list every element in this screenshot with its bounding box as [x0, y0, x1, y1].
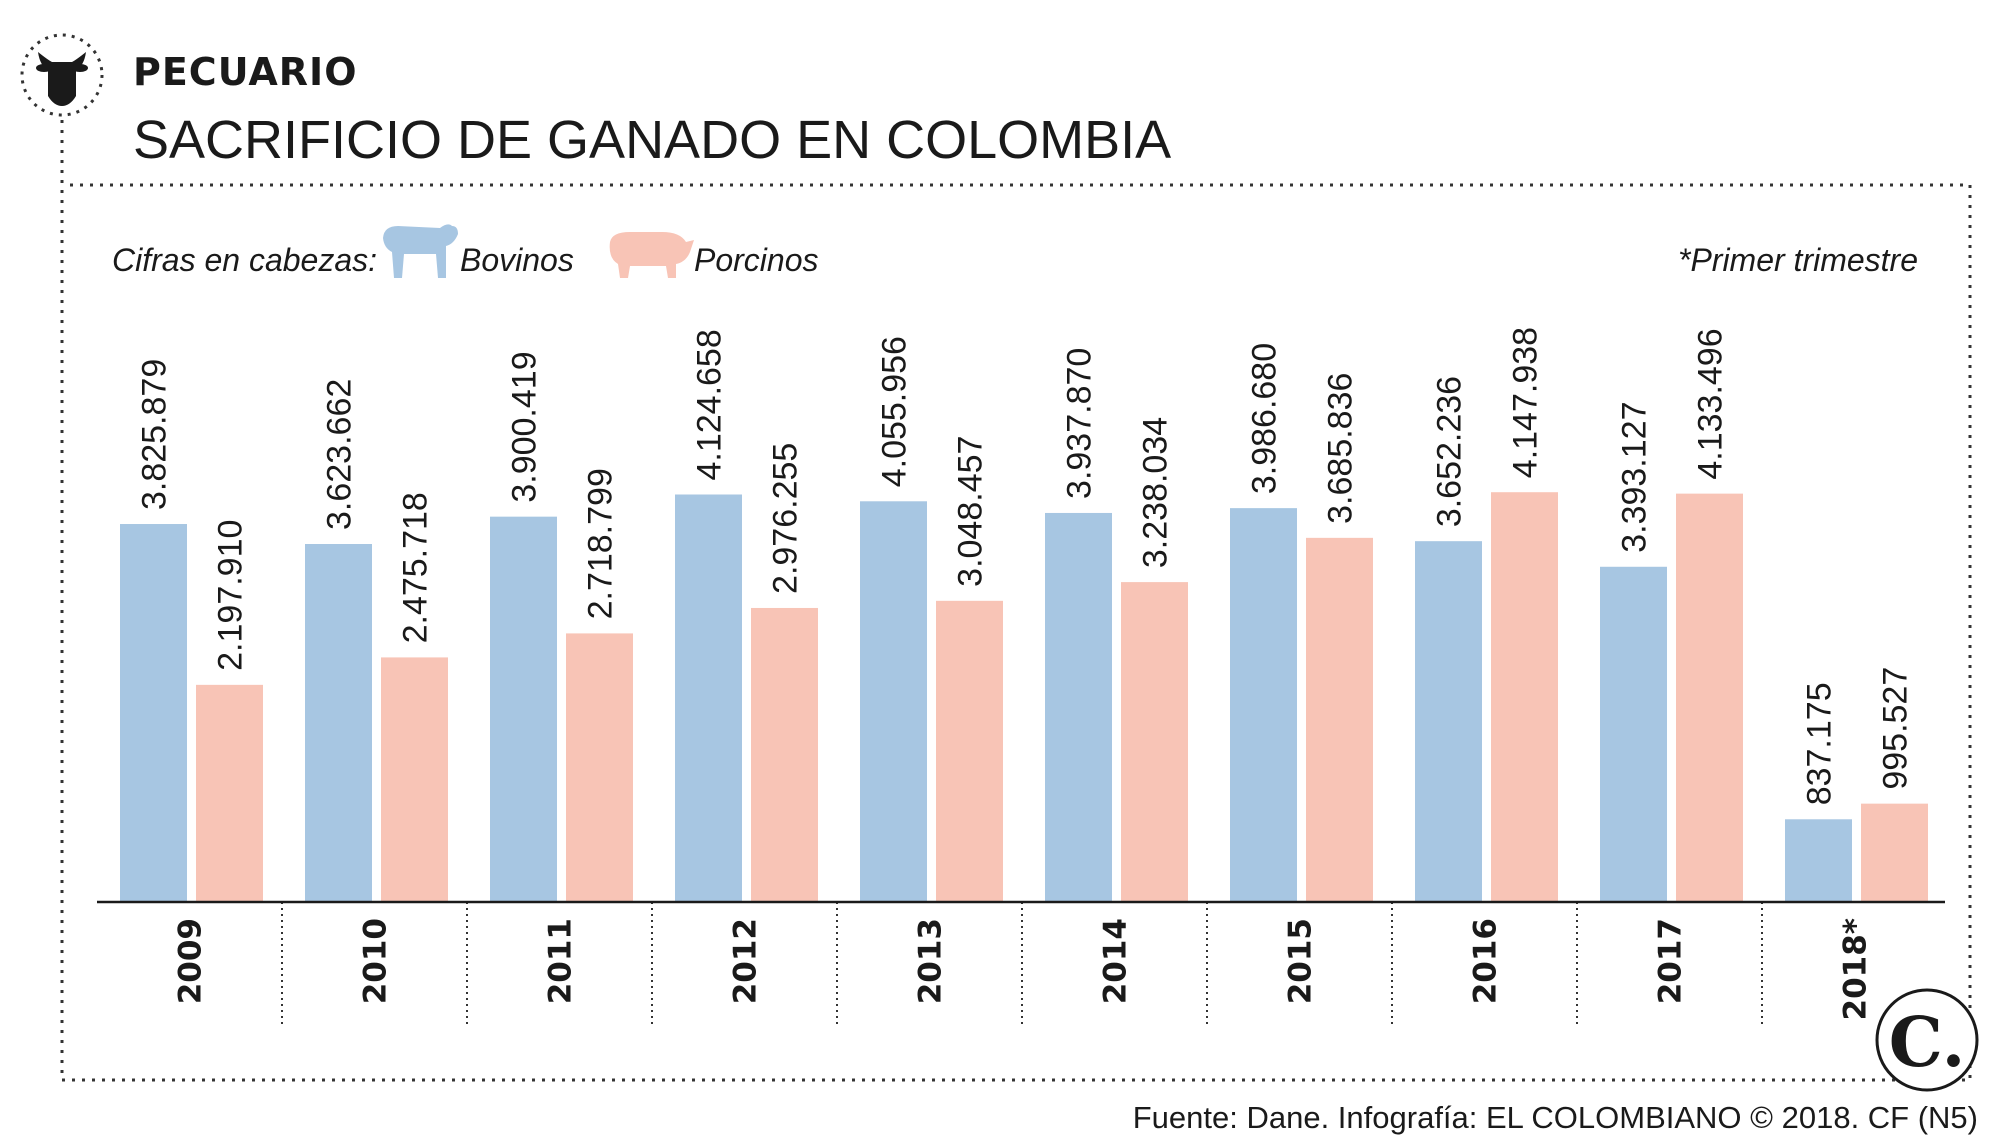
bar-porcinos-2017 [1676, 493, 1743, 902]
bar-porcinos-2018 [1861, 803, 1928, 902]
bar-bovinos-2016 [1415, 541, 1482, 902]
value-label-porcinos-2009: 2.197.910 [212, 520, 250, 671]
bar-porcinos-2013 [936, 600, 1003, 902]
chart-title: SACRIFICIO DE GANADO EN COLOMBIA [133, 110, 1171, 170]
el-colombiano-logo: C. [1875, 988, 1979, 1092]
value-label-porcinos-2015: 3.685.836 [1322, 373, 1360, 524]
cow-head-icon [20, 33, 104, 117]
value-label-bovinos-2009: 3.825.879 [136, 359, 174, 510]
value-label-porcinos-2017: 4.133.496 [1692, 328, 1730, 479]
legend-note: *Primer trimestre [1678, 242, 1918, 278]
legend-label-bovinos: Bovinos [460, 242, 574, 278]
value-label-bovinos-2014: 3.937.870 [1061, 348, 1099, 499]
logo-text: C. [1889, 1003, 1966, 1083]
bars-layer: 3.825.879 2.197.910 2009 3.623.662 2.475.718… [120, 327, 1928, 1028]
bar-porcinos-2010 [381, 657, 448, 902]
value-label-porcinos-2013: 3.048.457 [952, 436, 990, 587]
bar-porcinos-2009 [196, 684, 263, 902]
value-label-bovinos-2018: 837.175 [1801, 682, 1839, 805]
x-tick-label-2017: 2017 [1653, 918, 1689, 1004]
x-tick-label-2015: 2015 [1283, 918, 1319, 1004]
value-label-porcinos-2016: 4.147.938 [1507, 327, 1545, 478]
value-label-porcinos-2018: 995.527 [1877, 667, 1915, 790]
bar-bovinos-2014 [1045, 512, 1112, 902]
bar-bovinos-2013 [860, 501, 927, 902]
value-label-bovinos-2013: 4.055.956 [876, 336, 914, 487]
value-label-porcinos-2010: 2.475.718 [397, 492, 435, 643]
value-label-bovinos-2017: 3.393.127 [1616, 402, 1654, 553]
x-tick-label-2014: 2014 [1098, 918, 1134, 1004]
cow-legend-icon [383, 224, 458, 278]
frame-border [60, 120, 1972, 1082]
value-label-bovinos-2010: 3.623.662 [321, 379, 359, 530]
value-label-bovinos-2016: 3.652.236 [1431, 376, 1469, 527]
bar-porcinos-2014 [1121, 582, 1188, 902]
value-label-bovinos-2012: 4.124.658 [691, 329, 729, 480]
value-label-bovinos-2011: 3.900.419 [506, 351, 544, 502]
x-tick-label-2013: 2013 [913, 918, 949, 1004]
value-label-porcinos-2012: 2.976.255 [767, 443, 805, 594]
bar-bovinos-2010 [305, 543, 372, 902]
legend-label-porcinos: Porcinos [694, 242, 819, 278]
x-tick-label-2011: 2011 [543, 918, 579, 1004]
legend-prefix: Cifras en cabezas: [112, 242, 377, 278]
x-tick-label-2016: 2016 [1468, 918, 1504, 1004]
source-credit: Fuente: Dane. Infografía: EL COLOMBIANO … [1133, 1100, 1978, 1135]
pig-legend-icon [609, 232, 694, 278]
bar-porcinos-2012 [751, 607, 818, 902]
bar-porcinos-2011 [566, 633, 633, 902]
chart-kicker: PECUARIO [133, 50, 358, 94]
value-label-porcinos-2014: 3.238.034 [1137, 417, 1175, 568]
bar-bovinos-2015 [1230, 508, 1297, 902]
bar-bovinos-2018 [1785, 819, 1852, 902]
bar-porcinos-2016 [1491, 492, 1558, 902]
bar-bovinos-2012 [675, 494, 742, 902]
bar-bovinos-2009 [120, 524, 187, 902]
bar-bovinos-2011 [490, 516, 557, 902]
x-tick-label-2009: 2009 [173, 918, 209, 1004]
bar-porcinos-2015 [1306, 537, 1373, 902]
x-tick-label-2012: 2012 [728, 918, 764, 1004]
x-tick-label-2010: 2010 [358, 918, 394, 1004]
value-label-bovinos-2015: 3.986.680 [1246, 343, 1284, 494]
value-label-porcinos-2011: 2.718.799 [582, 468, 620, 619]
x-tick-label-2018: 2018* [1838, 918, 1874, 1021]
bar-bovinos-2017 [1600, 566, 1667, 902]
